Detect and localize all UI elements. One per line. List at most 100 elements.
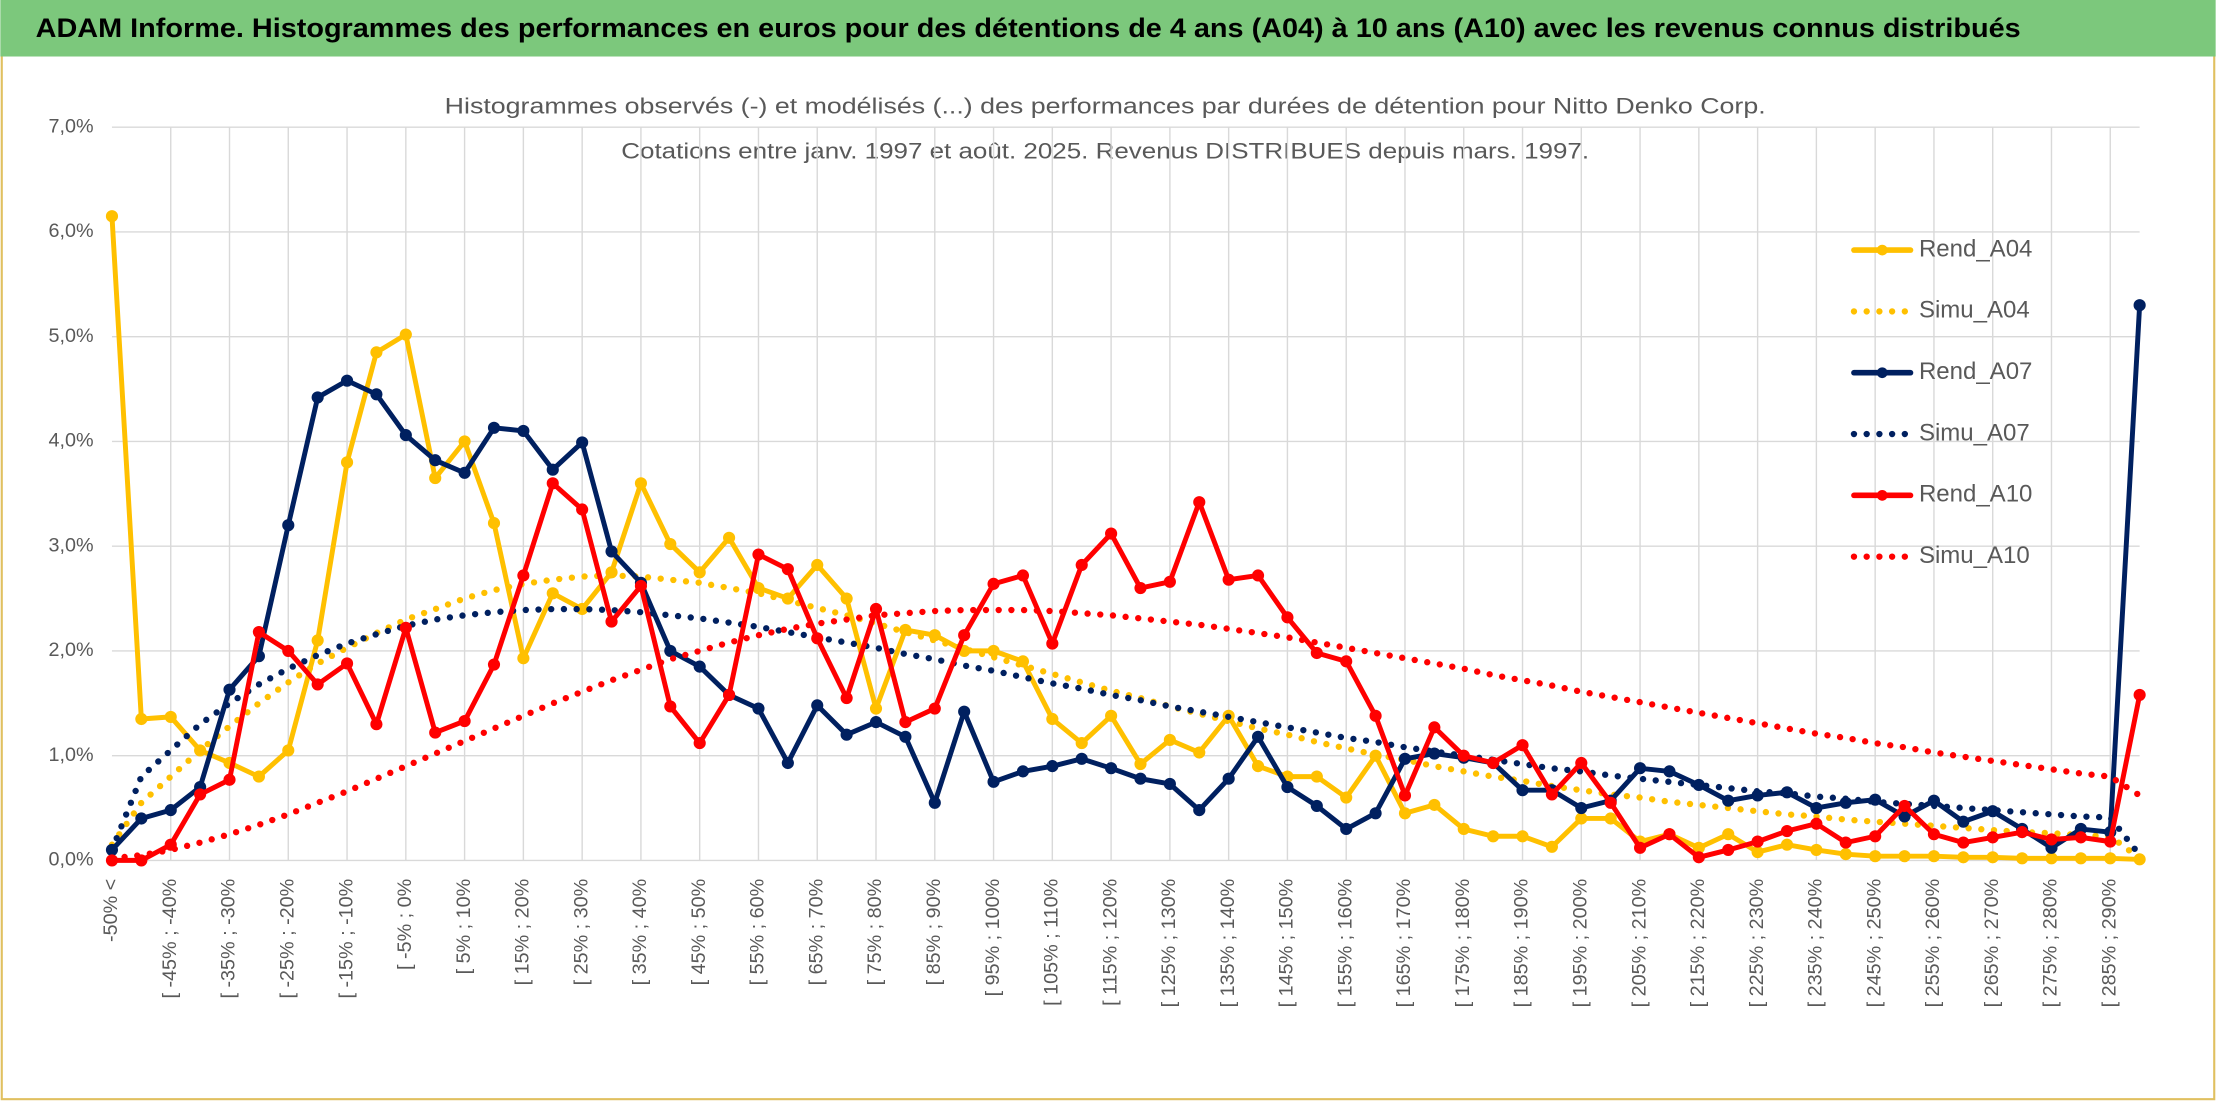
data-point	[1369, 807, 1382, 820]
data-point	[987, 775, 1000, 788]
data-point	[1134, 772, 1147, 785]
data-point	[958, 705, 971, 718]
data-point	[1163, 733, 1176, 747]
data-point	[840, 728, 853, 741]
data-point	[811, 632, 824, 645]
data-point	[869, 716, 883, 729]
data-point	[1751, 835, 1764, 848]
data-point	[664, 537, 677, 551]
data-point	[752, 548, 765, 561]
x-tick-label: [ 235% ; 240%	[1805, 879, 1827, 1008]
data-point	[1398, 752, 1412, 765]
data-point	[1663, 765, 1676, 778]
x-tick-label: [ 115% ; 120%	[1099, 879, 1121, 1006]
data-point	[1163, 777, 1176, 791]
data-point	[1751, 845, 1764, 859]
data-point	[840, 592, 853, 605]
header-band	[0, 0, 2216, 57]
series-line	[109, 480, 2143, 863]
data-point	[340, 456, 354, 469]
data-point	[517, 652, 530, 665]
y-tick-label: 6,0%	[49, 220, 94, 242]
data-point	[1839, 836, 1852, 849]
data-point	[1281, 781, 1294, 794]
data-point	[1193, 496, 1206, 509]
legend-marker	[1876, 367, 1888, 379]
x-tick-label: [ 75% ; 80%	[864, 879, 886, 986]
data-point	[1957, 836, 1970, 849]
data-point	[1722, 794, 1735, 807]
data-point	[1222, 573, 1235, 586]
data-point	[1810, 843, 1823, 857]
x-tick-label: [ 245% ; 250%	[1863, 879, 1885, 1008]
series-line	[109, 302, 2143, 853]
x-tick-label: [ 35% ; 40%	[629, 879, 651, 986]
y-tick-label: 7,0%	[49, 115, 94, 137]
data-point	[517, 569, 530, 582]
data-point	[2074, 852, 2087, 865]
data-point	[1722, 828, 1735, 841]
series-line	[108, 572, 2143, 862]
data-point	[1575, 756, 1588, 770]
data-point	[1898, 850, 1911, 863]
data-point	[458, 466, 471, 479]
data-point	[370, 388, 383, 401]
data-point	[1340, 655, 1353, 668]
data-point	[1957, 815, 1970, 828]
data-point	[1046, 760, 1059, 773]
data-point	[1839, 848, 1852, 861]
series	[105, 477, 2146, 867]
data-point	[1105, 709, 1118, 722]
data-point	[1428, 721, 1441, 734]
data-point	[1780, 825, 1794, 838]
legend-label: Rend_A04	[1919, 235, 2032, 262]
legend-marker	[1876, 244, 1888, 256]
data-point	[1398, 789, 1412, 802]
data-point	[164, 804, 177, 817]
data-point	[1075, 558, 1088, 572]
data-point	[2045, 833, 2058, 846]
data-point	[1516, 784, 1529, 797]
data-point	[1722, 843, 1735, 857]
data-point	[1986, 831, 1999, 844]
data-point	[1016, 765, 1030, 778]
data-point	[1780, 838, 1794, 851]
data-point	[723, 688, 736, 701]
data-point	[1340, 791, 1353, 804]
legend-marker	[1876, 489, 1888, 501]
data-point	[1251, 569, 1265, 582]
data-point	[1927, 828, 1941, 841]
x-tick-label: [ 85% ; 90%	[923, 879, 945, 986]
data-point	[2045, 852, 2058, 865]
x-tick-label: [ -15% ; -10%	[335, 879, 357, 999]
data-point	[1457, 749, 1470, 762]
data-point	[1869, 830, 1882, 843]
data-point	[928, 796, 941, 809]
data-point	[781, 756, 794, 770]
data-point	[1016, 569, 1030, 582]
data-point	[1633, 762, 1647, 775]
data-point	[752, 702, 765, 715]
data-point	[1075, 737, 1088, 750]
data-point	[605, 545, 618, 558]
data-point	[1163, 575, 1176, 588]
data-point	[693, 737, 706, 750]
data-point	[869, 702, 883, 715]
data-point	[2104, 835, 2117, 848]
data-point	[1692, 851, 1705, 864]
y-tick-label: 1,0%	[49, 744, 94, 766]
data-point	[546, 587, 559, 600]
y-tick-label: 5,0%	[49, 325, 94, 347]
data-point	[693, 566, 706, 579]
data-point	[2133, 688, 2146, 701]
series-line	[108, 605, 2143, 859]
data-point	[1046, 712, 1059, 726]
x-tick-label: [ 45% ; 50%	[688, 879, 710, 986]
data-point	[1222, 772, 1235, 785]
data-point	[458, 435, 471, 448]
data-point	[429, 726, 442, 739]
data-point	[1310, 799, 1323, 813]
data-point	[2016, 826, 2029, 839]
data-point	[429, 471, 442, 485]
